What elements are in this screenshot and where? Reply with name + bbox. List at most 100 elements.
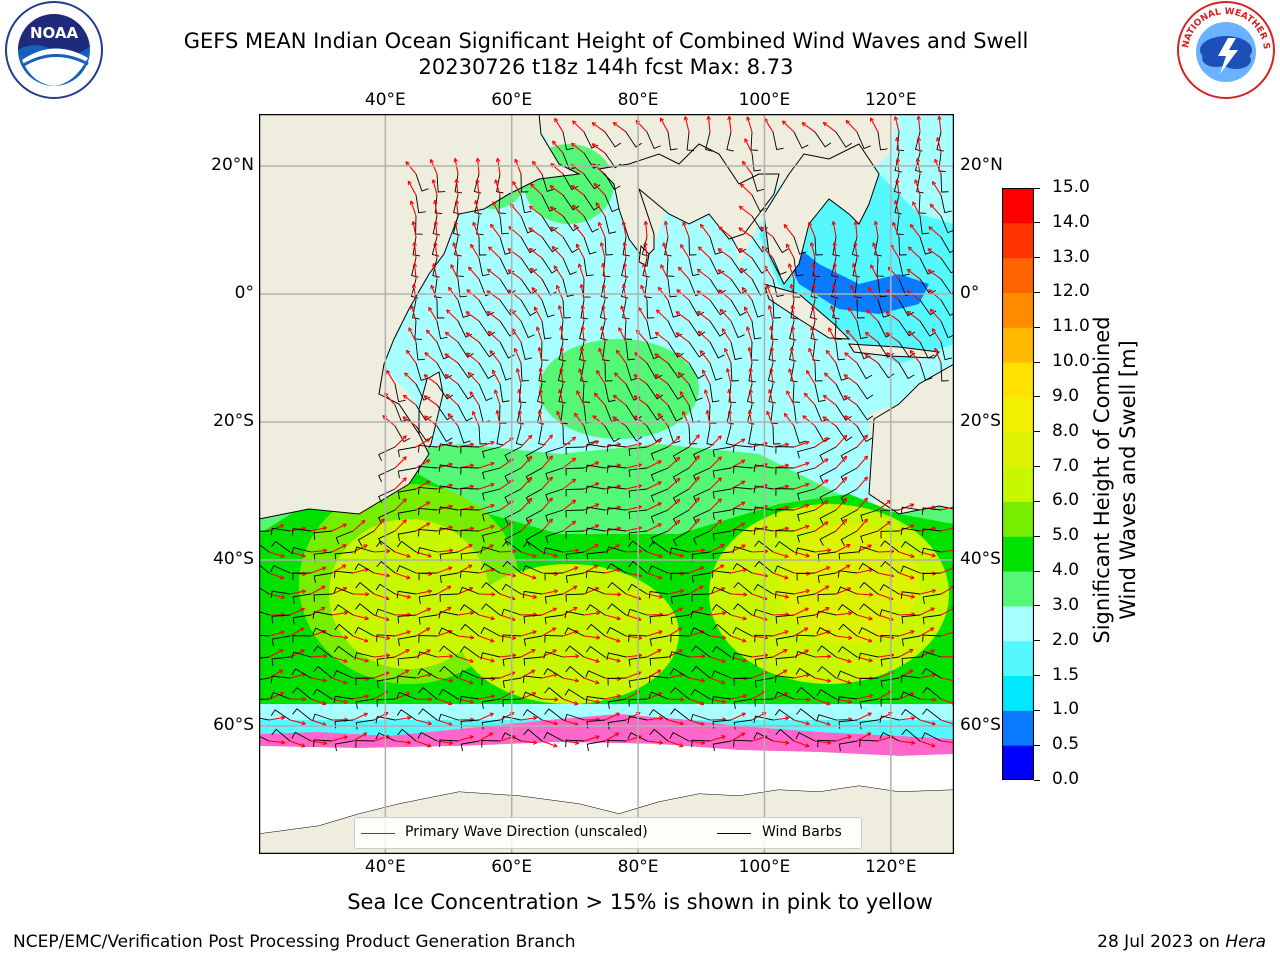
wind-barb (754, 698, 774, 707)
wind-barb (922, 708, 942, 721)
wind-barb (712, 623, 732, 637)
wave-direction-arrow (772, 740, 789, 744)
wave-arrow-head (616, 616, 621, 621)
wave-direction-arrow (394, 669, 410, 679)
wind-barb (900, 565, 921, 574)
colorbar-tick-mark (1034, 431, 1040, 433)
wave-arrow-head (280, 594, 285, 600)
colorbar-tick-mark (1034, 779, 1040, 781)
wind-barb (438, 610, 459, 619)
wind-barb (520, 194, 532, 214)
wind-barb (667, 278, 678, 298)
wave-direction-arrow (478, 462, 495, 469)
wave-direction-arrow (478, 441, 495, 448)
wind-barb (691, 572, 711, 583)
wave-direction-arrow (436, 566, 453, 574)
wind-barb (625, 425, 643, 442)
wave-arrow-head (934, 158, 939, 164)
wind-barb (417, 668, 438, 679)
wave-arrow-head (788, 368, 793, 373)
wave-direction-arrow (604, 635, 621, 642)
colorbar-tick-mark (1034, 466, 1040, 468)
wind-barb (457, 404, 473, 422)
wave-arrow-head (847, 699, 852, 704)
wave-arrow-head (738, 205, 744, 211)
wave-arrow-head (411, 220, 416, 226)
wave-arrow-head (695, 476, 700, 481)
bottom-lon-label: 80°E (617, 857, 659, 877)
wind-barb (606, 507, 627, 515)
colorbar-title-line: Wind Waves and Swell [m] (1116, 340, 1140, 620)
wave-direction-arrow (604, 695, 621, 700)
wave-direction-arrow (478, 504, 495, 511)
wave-direction-arrow (812, 263, 816, 280)
wave-direction-arrow (738, 247, 753, 259)
wave-direction-arrow (625, 550, 643, 553)
wave-direction-arrow (730, 480, 746, 490)
wind-barb (748, 425, 756, 446)
wave-direction-arrow (835, 518, 848, 532)
wave-arrow-head (448, 740, 454, 746)
colorbar-tick-label: 1.5 (1052, 664, 1080, 685)
wind-barb (457, 383, 474, 400)
wave-arrow-head (698, 585, 704, 590)
wave-direction-arrow (583, 564, 599, 574)
wind-barb (606, 528, 627, 536)
wind-barb (523, 656, 543, 666)
wave-arrow-head (678, 649, 683, 654)
wave-arrow-head (447, 286, 453, 292)
wind-barb (478, 320, 496, 337)
wave-direction-arrow (645, 221, 648, 238)
wave-direction-arrow (551, 140, 564, 154)
wave-arrow-head (808, 347, 813, 353)
wind-barb (523, 635, 543, 647)
wave-direction-arrow (573, 412, 585, 427)
wave-arrow-head (549, 185, 555, 190)
wave-arrow-head (741, 160, 747, 166)
wind-barb (732, 627, 753, 637)
wave-arrow-head (872, 242, 877, 247)
wind-barb (562, 299, 572, 319)
wave-arrow-head (865, 309, 871, 314)
wave-arrow-head (467, 564, 473, 569)
wave-direction-arrow (793, 589, 810, 595)
wave-arrow-head (601, 304, 606, 310)
wave-direction-arrow (728, 116, 732, 133)
wave-direction-arrow (854, 242, 858, 259)
wave-direction-arrow (896, 179, 900, 196)
wave-arrow-head (517, 409, 523, 414)
wind-barb (270, 675, 291, 684)
wave-direction-arrow (709, 435, 722, 448)
wind-barb (670, 572, 690, 581)
wave-arrow-head (299, 627, 305, 632)
wind-barb (670, 593, 690, 604)
wind-barb (585, 570, 606, 578)
wave-arrow-head (363, 544, 368, 549)
wave-direction-arrow (664, 221, 669, 238)
wave-arrow-head (554, 697, 559, 702)
wave-direction-arrow (466, 289, 480, 301)
wave-direction-arrow (844, 352, 858, 364)
wave-arrow-head (553, 553, 558, 558)
sea-ice-note: Sea Ice Concentration > 15% is shown in … (347, 890, 933, 914)
wind-barb (474, 194, 482, 215)
wave-direction-arrow (872, 242, 879, 259)
colorbar-band (1002, 431, 1034, 468)
wave-arrow-head (721, 699, 726, 704)
wind-barb (751, 215, 768, 232)
wave-direction-arrow (707, 116, 711, 133)
wave-arrow-head (930, 607, 935, 612)
wind-barb (376, 656, 396, 667)
wave-arrow-head (822, 416, 827, 421)
wave-arrow-head (809, 242, 815, 247)
wave-direction-arrow (667, 719, 684, 725)
wind-barb (583, 215, 599, 233)
wave-direction-arrow (919, 627, 935, 637)
wave-arrow-head (811, 283, 817, 288)
wave-arrow-head (615, 544, 620, 549)
wave-arrow-head (321, 566, 327, 571)
wind-barb (525, 530, 543, 547)
wave-direction-arrow (929, 308, 942, 322)
wave-arrow-head (717, 269, 722, 274)
wave-arrow-head (907, 330, 913, 336)
